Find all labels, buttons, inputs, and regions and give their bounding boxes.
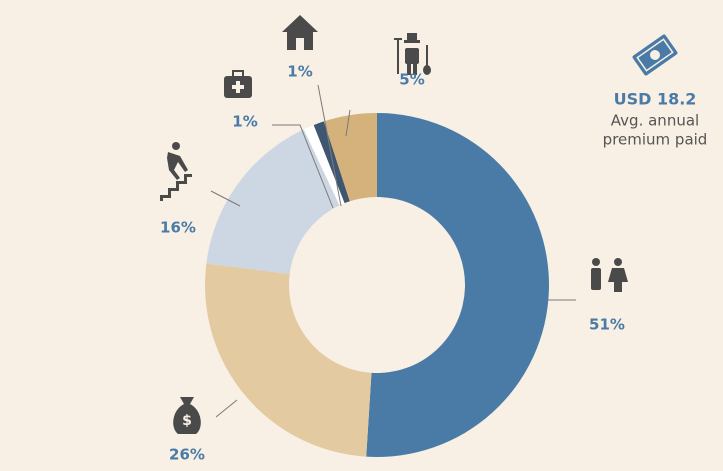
donut-segment bbox=[313, 121, 350, 204]
data-label: 1% bbox=[232, 113, 257, 131]
data-label: 5% bbox=[399, 71, 424, 89]
icon-glyph: $ bbox=[182, 413, 192, 429]
leader-line bbox=[317, 84, 342, 207]
donut-segment bbox=[303, 125, 345, 206]
icon-people bbox=[591, 258, 628, 292]
icon-fall bbox=[160, 142, 192, 201]
annotation-value: USD 18.2 bbox=[614, 90, 697, 109]
annotation-line: Avg. annual bbox=[611, 112, 699, 130]
donut-segment bbox=[205, 263, 372, 457]
icon-banknote bbox=[632, 34, 678, 76]
data-label: 1% bbox=[287, 63, 312, 81]
leader-line bbox=[210, 190, 241, 207]
annotation-line: premium paid bbox=[603, 131, 708, 149]
donut-segment bbox=[206, 129, 340, 274]
icon-medkit bbox=[224, 70, 252, 98]
data-label: 16% bbox=[160, 219, 196, 237]
donut-segment bbox=[366, 113, 550, 458]
icon-house bbox=[282, 15, 318, 50]
leader-line bbox=[272, 124, 334, 209]
data-label: 26% bbox=[169, 446, 205, 464]
icon-farmer bbox=[394, 33, 431, 75]
leader-line bbox=[345, 109, 351, 137]
data-label: 51% bbox=[589, 316, 625, 334]
icon-money-bag: $ bbox=[173, 397, 201, 434]
leader-line bbox=[215, 399, 238, 418]
donut-segment bbox=[323, 113, 377, 202]
